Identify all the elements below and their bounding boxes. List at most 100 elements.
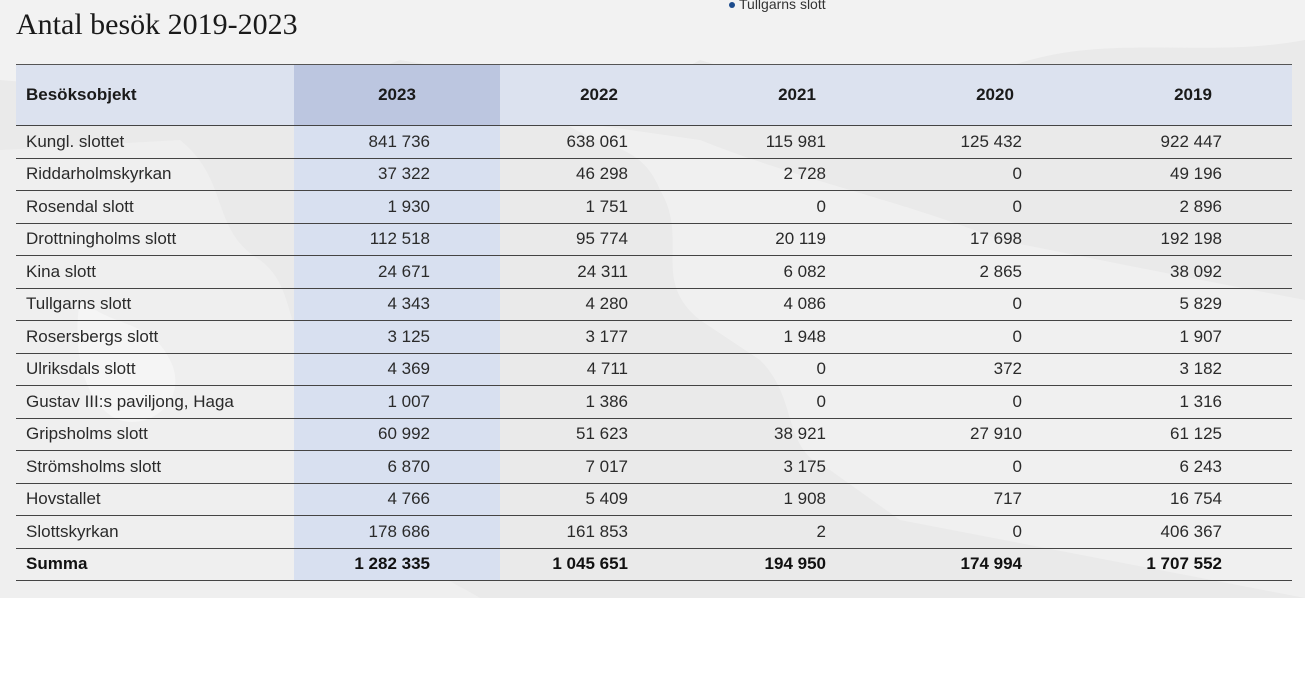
- visit-count-2020: 0: [896, 158, 1094, 191]
- visit-count-2023: 37 322: [294, 158, 500, 191]
- table-row: Kina slott 24 671 24 311 6 082 2 865 38 092: [16, 255, 1292, 289]
- visit-object-name: Ulriksdals slott: [16, 353, 294, 386]
- visit-object-name: Gustav III:s paviljong, Haga: [16, 385, 294, 419]
- table-row: Drottningholms slott 112 518 95 774 20 119 1…: [16, 223, 1292, 256]
- visit-object-name: Drottningholms slott: [16, 223, 294, 256]
- visit-count-2021: 6 082: [698, 255, 896, 289]
- column-header-2023: 2023: [294, 64, 500, 126]
- column-header-2021: 2021: [698, 64, 896, 126]
- column-header-object: Besöksobjekt: [16, 64, 294, 126]
- visit-count-2019: 192 198: [1094, 223, 1292, 256]
- page-title: Antal besök 2019-2023: [16, 8, 298, 41]
- visit-count-2022: 46 298: [500, 158, 698, 191]
- visit-count-2022: 5 409: [500, 483, 698, 516]
- map-location-label: Tullgarns slott: [729, 0, 826, 12]
- map-marker-icon: [729, 2, 735, 9]
- visit-count-2023: 112 518: [294, 223, 500, 256]
- visit-count-2022: 1 386: [500, 385, 698, 419]
- total-cell-2020: 174 994: [896, 548, 1094, 581]
- visit-object-name: Hovstallet: [16, 483, 294, 516]
- visit-count-2022: 161 853: [500, 515, 698, 549]
- total-label: Summa: [16, 548, 294, 581]
- visit-count-2022: 95 774: [500, 223, 698, 256]
- visit-count-2022: 24 311: [500, 255, 698, 289]
- total-cell-2023: 1 282 335: [294, 548, 500, 581]
- visit-count-2019: 3 182: [1094, 353, 1292, 386]
- table-row: Hovstallet 4 766 5 409 1 908 717 16 754: [16, 483, 1292, 516]
- visit-count-2022: 638 061: [500, 125, 698, 159]
- visit-count-2022: 51 623: [500, 418, 698, 451]
- visit-count-2021: 1 908: [698, 483, 896, 516]
- visit-count-2019: 1 907: [1094, 320, 1292, 354]
- visit-count-2021: 0: [698, 353, 896, 386]
- visit-count-2023: 60 992: [294, 418, 500, 451]
- visit-object-name: Rosersbergs slott: [16, 320, 294, 354]
- visit-object-name: Tullgarns slott: [16, 288, 294, 321]
- visit-count-2020: 0: [896, 385, 1094, 419]
- visit-count-2019: 61 125: [1094, 418, 1292, 451]
- visit-count-2021: 4 086: [698, 288, 896, 321]
- visit-object-name: Kina slott: [16, 255, 294, 289]
- visit-count-2019: 5 829: [1094, 288, 1292, 321]
- visit-count-2022: 4 280: [500, 288, 698, 321]
- visit-object-name: Rosendal slott: [16, 190, 294, 224]
- visit-count-2022: 1 751: [500, 190, 698, 224]
- visit-count-2020: 125 432: [896, 125, 1094, 159]
- visit-count-2021: 0: [698, 385, 896, 419]
- visit-count-2022: 7 017: [500, 450, 698, 484]
- visit-count-2022: 3 177: [500, 320, 698, 354]
- visit-count-2021: 20 119: [698, 223, 896, 256]
- visit-count-2020: 0: [896, 288, 1094, 321]
- table-row: Ulriksdals slott 4 369 4 711 0 372 3 182: [16, 353, 1292, 386]
- visit-count-2023: 178 686: [294, 515, 500, 549]
- visit-object-name: Riddarholmskyrkan: [16, 158, 294, 191]
- visit-count-2023: 6 870: [294, 450, 500, 484]
- column-header-2020: 2020: [896, 64, 1094, 126]
- visit-count-2020: 0: [896, 515, 1094, 549]
- visit-count-2020: 27 910: [896, 418, 1094, 451]
- visit-count-2019: 406 367: [1094, 515, 1292, 549]
- visit-count-2023: 1 007: [294, 385, 500, 419]
- visit-count-2020: 0: [896, 450, 1094, 484]
- visit-count-2023: 4 369: [294, 353, 500, 386]
- visit-count-2019: 38 092: [1094, 255, 1292, 289]
- total-cell-2019: 1 707 552: [1094, 548, 1292, 581]
- table-header-row: Besöksobjekt 2023 2022 2021 2020 2019: [16, 64, 1292, 126]
- visit-count-2019: 16 754: [1094, 483, 1292, 516]
- visit-count-2020: 17 698: [896, 223, 1094, 256]
- visit-count-2021: 1 948: [698, 320, 896, 354]
- visit-count-2021: 2 728: [698, 158, 896, 191]
- table-row: Rosersbergs slott 3 125 3 177 1 948 0 1 907: [16, 320, 1292, 354]
- visits-table: Besöksobjekt 2023 2022 2021 2020 2019 Ku…: [16, 64, 1292, 581]
- visit-count-2020: 372: [896, 353, 1094, 386]
- table-row: Gripsholms slott 60 992 51 623 38 921 27 910…: [16, 418, 1292, 451]
- visit-object-name: Kungl. slottet: [16, 125, 294, 159]
- map-label-text: Tullgarns slott: [739, 0, 826, 12]
- visit-count-2020: 0: [896, 190, 1094, 224]
- table-row: Tullgarns slott 4 343 4 280 4 086 0 5 829: [16, 288, 1292, 321]
- visit-count-2023: 841 736: [294, 125, 500, 159]
- visit-count-2023: 3 125: [294, 320, 500, 354]
- visit-count-2021: 38 921: [698, 418, 896, 451]
- visit-count-2022: 4 711: [500, 353, 698, 386]
- visit-count-2021: 3 175: [698, 450, 896, 484]
- visit-count-2021: 115 981: [698, 125, 896, 159]
- total-cell-2022: 1 045 651: [500, 548, 698, 581]
- column-header-2022: 2022: [500, 64, 698, 126]
- visit-count-2019: 2 896: [1094, 190, 1292, 224]
- visit-object-name: Slottskyrkan: [16, 515, 294, 549]
- table-row: Slottskyrkan 178 686 161 853 2 0 406 367: [16, 515, 1292, 549]
- visit-count-2021: 2: [698, 515, 896, 549]
- visit-count-2020: 2 865: [896, 255, 1094, 289]
- total-cell-2021: 194 950: [698, 548, 896, 581]
- column-header-2019: 2019: [1094, 64, 1292, 126]
- visit-object-name: Strömsholms slott: [16, 450, 294, 484]
- visit-count-2019: 6 243: [1094, 450, 1292, 484]
- table-row: Gustav III:s paviljong, Haga 1 007 1 386 0 0…: [16, 385, 1292, 419]
- visit-count-2020: 0: [896, 320, 1094, 354]
- table-row: Rosendal slott 1 930 1 751 0 0 2 896: [16, 190, 1292, 224]
- visit-count-2019: 49 196: [1094, 158, 1292, 191]
- visit-count-2023: 1 930: [294, 190, 500, 224]
- visit-count-2021: 0: [698, 190, 896, 224]
- visit-count-2019: 922 447: [1094, 125, 1292, 159]
